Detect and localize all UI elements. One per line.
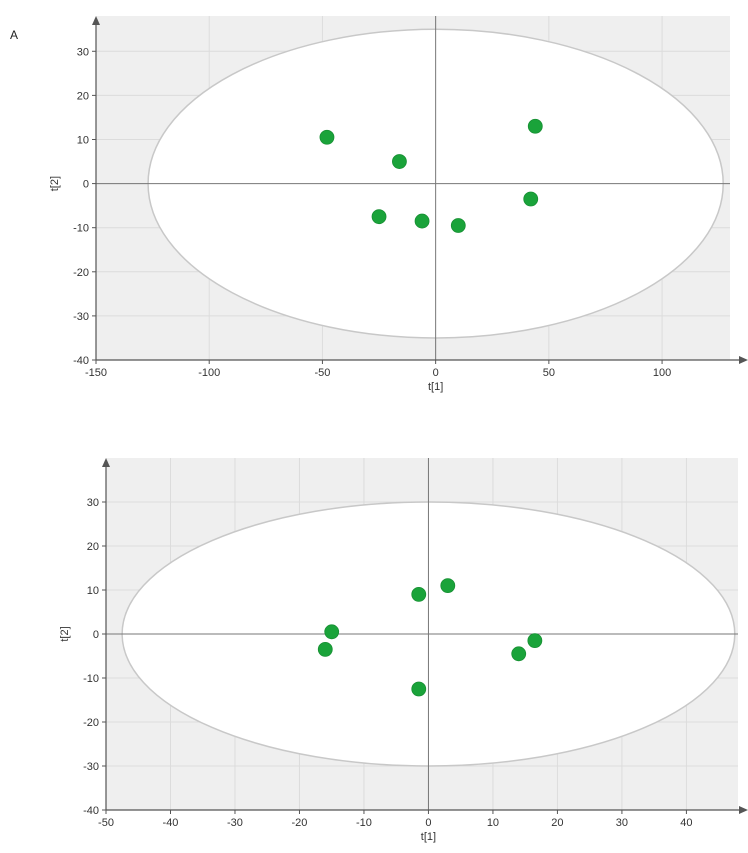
x-tick-label: 20 [551, 817, 563, 829]
score-plot-a: -150 -100 -50 0 50 100-40-30-20-100102030t[1]… [49, 16, 748, 393]
y-axis-arrow [92, 16, 100, 25]
x-tick-label: 30 [616, 817, 628, 829]
x-tick-label: -100 [198, 367, 220, 379]
data-point [392, 154, 407, 169]
data-point [527, 118, 543, 134]
data-point [523, 191, 539, 207]
x-tick-label: -150 [85, 367, 107, 379]
y-tick-label: -30 [83, 761, 99, 773]
y-tick-label: 30 [87, 497, 99, 509]
y-tick-label: 10 [87, 585, 99, 597]
y-tick-label: 10 [77, 134, 89, 146]
y-tick-label: -30 [73, 311, 89, 323]
data-point [450, 218, 466, 233]
x-tick-label: 50 [543, 367, 555, 379]
y-tick-label: -10 [83, 673, 99, 685]
y-tick-label: 20 [87, 541, 99, 553]
y-axis-label: t[2] [59, 626, 71, 641]
x-tick-label: 40 [680, 817, 692, 829]
data-point [324, 624, 340, 640]
y-tick-label: -20 [73, 267, 89, 279]
x-tick-label: 100 [653, 367, 671, 379]
y-tick-label: -10 [73, 223, 89, 235]
x-tick-label: -10 [356, 817, 372, 829]
y-tick-label: 0 [83, 179, 89, 191]
data-point [317, 642, 333, 657]
x-tick-label: 10 [487, 817, 499, 829]
data-point [371, 209, 387, 225]
x-tick-label: -50 [314, 367, 330, 379]
data-point [511, 646, 527, 662]
data-point [411, 587, 427, 602]
y-tick-label: -20 [83, 717, 99, 729]
data-point [440, 578, 456, 593]
y-tick-label: 0 [93, 629, 99, 641]
data-point [319, 129, 335, 145]
x-axis-arrow [739, 356, 748, 364]
x-tick-label: 0 [425, 817, 431, 829]
data-point [411, 681, 427, 697]
x-tick-label: -40 [163, 817, 179, 829]
x-axis-label: t[1] [428, 381, 443, 393]
x-tick-label: -30 [227, 817, 243, 829]
y-tick-label: -40 [83, 805, 99, 817]
y-tick-label: 30 [77, 46, 89, 58]
panel-label: A [10, 28, 19, 42]
x-tick-label: -50 [98, 817, 114, 829]
x-tick-label: -20 [292, 817, 308, 829]
data-point [527, 633, 543, 648]
y-tick-label: -40 [73, 355, 89, 367]
x-axis-arrow [739, 806, 748, 814]
y-axis-arrow [102, 458, 110, 467]
y-tick-label: 20 [77, 90, 89, 102]
x-axis-label: t[1] [421, 831, 436, 843]
y-axis-label: t[2] [49, 176, 61, 191]
data-point [414, 213, 430, 229]
x-tick-label: 0 [433, 367, 439, 379]
